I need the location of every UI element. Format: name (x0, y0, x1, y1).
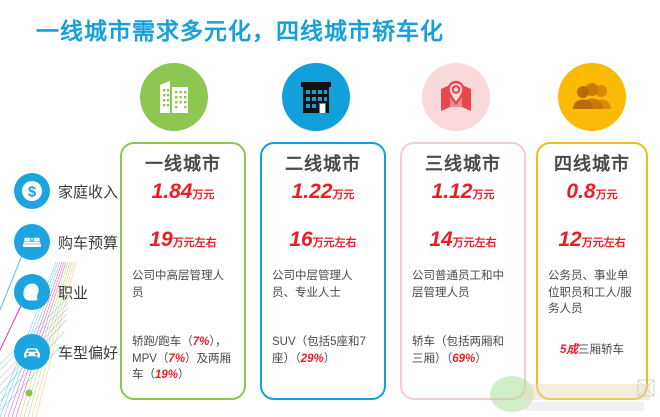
people-group-icon (573, 83, 611, 109)
sidebar-item-car-budget[interactable]: 购车预算 (14, 224, 118, 260)
card-title: 三线城市 (425, 154, 501, 174)
preference-label: ） (178, 369, 190, 382)
car-budget-value: 19万元左右 (149, 228, 217, 251)
sidebar-item-label: 车型偏好 (58, 344, 119, 362)
occupation-text: 公司中高层管理人员 (132, 270, 224, 299)
office-buildings-icon (160, 81, 188, 113)
preference-label: ） (475, 352, 487, 365)
preference-percentage: 7% (192, 336, 210, 348)
sidebar-item-label: 家庭收入 (58, 183, 119, 201)
occupation-text: 公司中层管理人员、专业人士 (272, 270, 353, 299)
preference-label: （ (181, 336, 193, 348)
card-title: 二线城市 (285, 154, 361, 174)
car-preference-text: SUV（包括5座和7座）（29%） (272, 334, 374, 367)
map-pin-icon (441, 80, 471, 111)
preference-percentage: 5成 (560, 344, 578, 356)
car-preference-text: 5成三厢轿车 (548, 342, 636, 359)
preference-percentage: 7% (168, 352, 186, 365)
preference-label: （ (446, 352, 453, 365)
card-tier2: 二线城市 1.22万元 16万元左右 公司中层管理人员、专业人士 SUV（包括5… (260, 142, 386, 400)
preference-label: （ (295, 352, 301, 365)
preference-label: （ (143, 369, 156, 382)
occupation-text: 公司普通员工和中层管理人员 (412, 270, 504, 299)
preference-label: 轿跑/跑车 (132, 336, 182, 348)
tier4-header-circle (558, 63, 626, 131)
preference-label: ） (323, 352, 336, 365)
tier2-header-circle (282, 63, 350, 131)
sidebar-item-label: 购车预算 (58, 234, 119, 252)
preference-label: ）及两厢车 (132, 352, 232, 382)
car-preference-text: 轿车（包括两厢和三厢）（69%） (412, 334, 514, 367)
household-income-value: 1.84万元 (151, 180, 215, 203)
sidebar-item-household-income[interactable]: $ 家庭收入 (14, 173, 118, 209)
card-title: 一线城市 (145, 154, 221, 174)
preference-label: ），MPV (132, 336, 227, 365)
car-preference-text: 轿跑/跑车（7%），MPV（7%）及两厢车（19%） (132, 334, 234, 384)
card-tier3: 三线城市 1.12万元 14万元左右 公司普通员工和中层管理人员 轿车（包括两厢… (400, 142, 526, 400)
household-income-value: 0.8万元 (566, 180, 618, 203)
tier3-header-circle (422, 63, 490, 131)
dollar-coin-icon: $ (14, 173, 50, 209)
preference-percentage: 29% (300, 352, 324, 365)
sidebar-item-label: 职业 (58, 284, 89, 302)
svg-text:$: $ (28, 184, 37, 201)
car-budget-value: 12万元左右 (558, 228, 626, 251)
car-icon (14, 334, 50, 370)
car-budget-value: 14万元左右 (429, 228, 497, 251)
tier1-header-circle (140, 63, 208, 131)
household-income-value: 1.22万元 (291, 180, 355, 203)
apartment-building-icon (301, 82, 331, 113)
page-title: 一线城市需求多元化，四线城市轿车化 (36, 18, 444, 44)
preference-percentage: 69% (452, 352, 476, 365)
card-title: 四线城市 (554, 154, 630, 174)
preference-label: 轿车（包括两厢和三厢） (412, 336, 504, 365)
card-tier4: 四线城市 0.8万元 12万元左右 公务员、事业单位职员和工人/服务人员 5成三… (536, 142, 648, 400)
occupation-text: 公务员、事业单位职员和工人/服务人员 (548, 270, 632, 316)
household-income-value: 1.12万元 (431, 180, 495, 203)
person-head-icon (14, 274, 50, 310)
car-budget-value: 16万元左右 (289, 228, 357, 251)
cash-stack-icon (14, 224, 50, 260)
card-tier1: 一线城市 1.84万元 19万元左右 公司中高层管理人员 轿跑/跑车（7%），M… (120, 142, 246, 400)
preference-label: 三厢轿车 (577, 344, 624, 356)
sidebar-item-car-preference[interactable]: 车型偏好 (14, 334, 118, 370)
sidebar-item-occupation[interactable]: 职业 (14, 274, 88, 310)
preference-percentage: 19% (155, 369, 179, 382)
preference-label: SUV（包括5座和7座） (272, 336, 366, 365)
preference-label: （ (156, 352, 169, 365)
